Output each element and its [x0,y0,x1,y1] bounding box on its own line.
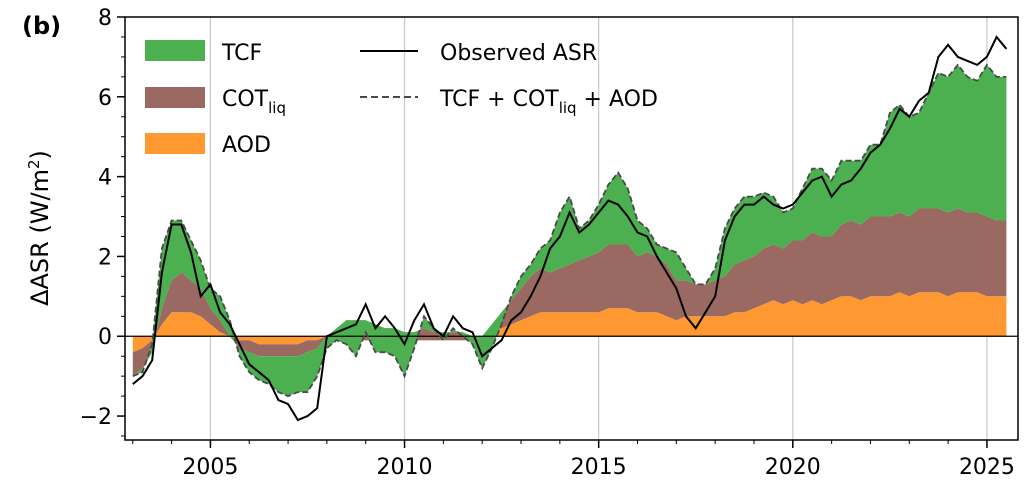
y-axis-label: ΔASR (W/m2) [25,150,54,306]
y-tick-label-2: 2 [98,245,112,270]
legend-label-aod: AOD [222,133,271,158]
legend-swatch-aod [145,133,205,154]
series-lines [132,35,1008,422]
x-axis: 2005 2010 2015 2020 2025 [132,440,1015,480]
x-tick-label-2010: 2010 [377,455,433,480]
y-tick-label--2: −2 [80,405,112,430]
legend-label-sum: TCF + COTliq + AOD [439,87,658,117]
area-stack [132,64,1007,397]
y-axis: −2 0 2 4 6 8 [80,6,125,437]
y-tick-label-8: 8 [98,6,112,31]
legend-swatch-tcf [145,40,205,61]
line-tcf-cot-aod [132,63,1007,398]
y-tick-label-4: 4 [98,166,112,191]
legend-label-observed: Observed ASR [440,41,597,66]
x-tick-label-2025: 2025 [959,455,1015,480]
plot-frame [124,16,1019,441]
area-tcf [132,64,1007,397]
line-observed-asr [132,35,1008,422]
legend-label-tcf: TCF [221,41,262,66]
x-tick-label-2015: 2015 [571,455,627,480]
y-tick-label-0: 0 [98,325,112,350]
legend: TCF COTliq AOD Observed ASR TCF + COTliq… [145,40,658,158]
x-tick-label-2020: 2020 [765,455,821,480]
x-tick-label-2005: 2005 [182,455,238,480]
panel-label: (b) [22,12,61,40]
y-tick-label-6: 6 [98,86,112,111]
legend-label-cot: COTliq [222,87,286,117]
legend-swatch-cot [145,87,205,108]
